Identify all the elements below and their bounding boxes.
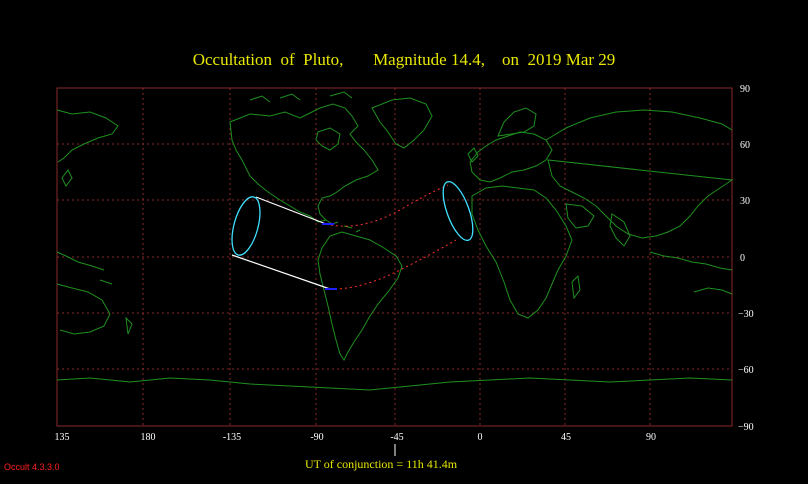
japan-left [61,169,73,187]
path-north-limit-day [255,196,327,225]
asia-coast [545,109,734,239]
path-south-limit-night [329,239,457,290]
africa-coast [471,185,573,319]
x-tick: -45 [390,432,403,443]
arabia-coast [565,203,595,229]
path-south-limit-day [231,254,331,290]
occultation-path [231,180,474,290]
x-tick: 135 [55,432,70,443]
british-isles [467,147,479,163]
y-tick: −60 [738,365,754,376]
europe-coast [469,131,553,183]
madagascar [571,274,581,300]
india-coast [609,213,631,247]
caribbean-islands [325,219,361,233]
new-zealand [125,316,133,335]
x-tick: -135 [223,432,241,443]
x-tick: 45 [561,432,571,443]
grid-lines [57,88,732,426]
y-tick: 0 [740,253,745,264]
limit-ellipse-east [442,180,474,242]
x-tick: 90 [646,432,656,443]
path-north-limit-night [325,184,449,227]
map-title: Occultation of Pluto, Magnitude 14.4, on… [192,50,616,69]
version-label: Occult 4.3.3.0 [4,462,60,472]
limit-ellipse-west [231,196,261,256]
australia-left [56,283,111,335]
scandinavia-coast [497,107,537,137]
north-america-coast [229,103,379,223]
antarctica-coast [56,377,733,391]
y-tick: 30 [740,196,750,207]
hudson-bay [315,127,341,151]
y-tick: 60 [740,140,750,151]
x-axis-labels: 135 180 -135 -90 -45 0 45 90 [55,432,657,443]
y-tick: 90 [740,84,750,95]
coastlines [56,91,734,391]
y-tick: −90 [738,422,754,433]
east-asia-left [56,109,119,163]
indonesia-right [649,251,733,271]
australia-right [693,287,733,295]
y-tick: −30 [738,309,754,320]
x-tick: -90 [310,432,323,443]
south-america-coast [317,231,403,361]
x-tick: 0 [478,432,483,443]
conjunction-label: UT of conjunction = 11h 41.4m [305,457,458,471]
greenland-coast [371,97,433,149]
x-tick: 180 [141,432,156,443]
arctic-islands [249,91,353,103]
y-axis-labels: 90 60 30 0 −30 −60 −90 [738,84,754,433]
indonesia-left [56,251,113,285]
